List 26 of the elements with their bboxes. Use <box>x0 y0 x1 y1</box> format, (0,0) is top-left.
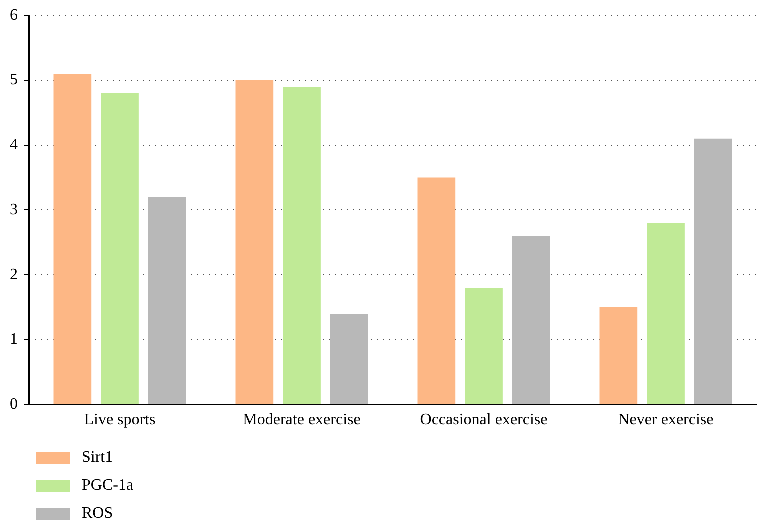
y-tick-label: 5 <box>10 72 18 89</box>
y-tick-label: 3 <box>10 201 18 218</box>
x-tick-label: Moderate exercise <box>243 412 361 429</box>
y-tick-label: 4 <box>10 136 18 154</box>
bar <box>600 308 638 404</box>
bar <box>148 197 186 404</box>
y-tick-label: 0 <box>10 396 18 414</box>
bar <box>465 288 503 404</box>
x-tick-label: Never exercise <box>618 412 714 429</box>
bar <box>330 314 368 404</box>
legend-label: ROS <box>82 505 114 523</box>
bar <box>283 86 321 404</box>
legend-label: PGC-1a <box>82 477 134 495</box>
x-tick-label: Live sports <box>84 412 156 429</box>
y-tick-label: 6 <box>10 6 18 24</box>
legend-label: Sirt1 <box>82 449 114 467</box>
bar <box>694 138 732 404</box>
bar <box>418 178 456 404</box>
bar <box>236 80 274 404</box>
bar <box>647 223 685 404</box>
bar <box>101 93 139 404</box>
bar <box>512 236 550 404</box>
y-tick-label: 2 <box>10 266 18 284</box>
bar <box>54 74 92 404</box>
y-tick-label: 1 <box>10 331 18 348</box>
x-tick-label: Occasional exercise <box>420 412 548 429</box>
